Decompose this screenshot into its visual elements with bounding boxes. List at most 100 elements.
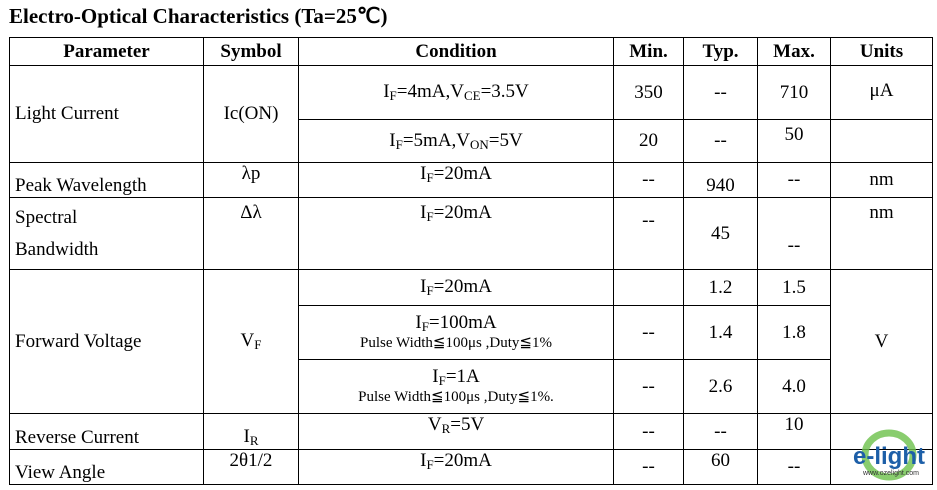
symbol-cell: VF: [203, 269, 299, 414]
param-cell: Forward Voltage: [9, 269, 204, 414]
header-max: Max.: [757, 37, 831, 66]
min-cell: --: [613, 449, 684, 485]
text-segment: =100mA: [428, 312, 497, 334]
subscript-text: F: [426, 283, 434, 299]
condition-main: IF=1A: [299, 366, 613, 389]
max-cell: 710: [757, 65, 831, 120]
condition-cell: VR=5V: [298, 413, 614, 450]
subscript-text: F: [426, 170, 434, 185]
header-typ: Typ.: [683, 37, 758, 66]
table-row: Peak Wavelength λp IF=20mA -- 940 -- nm: [9, 162, 933, 198]
section-title: Electro-Optical Characteristics (Ta=25℃): [9, 4, 388, 28]
units-cell: nm: [830, 162, 933, 198]
symbol-cell: Ic(ON): [203, 65, 299, 163]
min-cell: 350: [613, 65, 684, 120]
param-line: Spectral: [15, 206, 78, 228]
typ-cell: 45: [683, 197, 758, 270]
characteristics-table: Parameter Symbol Condition Min. Typ. Max…: [9, 37, 933, 485]
typ-cell: 60: [683, 449, 758, 485]
text-segment: I: [420, 163, 427, 184]
text-segment: I: [420, 202, 427, 223]
text-segment: =4mA,V: [396, 81, 464, 103]
table-row: Spectral Bandwidth Δλ IF=20mA -- 45 -- nm: [9, 197, 933, 270]
header-condition: Condition: [298, 37, 614, 66]
condition-cell: IF=20mA: [298, 269, 614, 306]
header-row: Parameter Symbol Condition Min. Typ. Max…: [9, 37, 933, 66]
header-symbol: Symbol: [203, 37, 299, 66]
table-row: Light Current Ic(ON) IF=4mA,VCE=3.5V 350…: [9, 65, 933, 163]
text-segment: V: [240, 330, 255, 352]
text-segment: =1A: [445, 366, 480, 388]
max-cell: --: [757, 162, 831, 198]
table-row: View Angle 2θ1/2 IF=20mA -- 60 --: [9, 449, 933, 485]
max-cell: 4.0: [757, 359, 831, 414]
text-segment: =20mA: [433, 276, 492, 298]
param-cell: Light Current: [9, 65, 204, 163]
typ-cell: 1.2: [683, 269, 758, 306]
typ-cell: 2.6: [683, 359, 758, 414]
table-row: Reverse Current IR VR=5V -- -- 10: [9, 413, 933, 450]
param-cell: Peak Wavelength: [9, 162, 204, 198]
condition-note: Pulse Width≦100μs ,Duty≦1%.: [358, 389, 554, 406]
text-segment: I: [383, 81, 390, 103]
min-cell: 20: [613, 119, 684, 163]
logo-text: e-light: [853, 443, 925, 470]
param-cell: Spectral Bandwidth: [9, 197, 204, 270]
typ-cell: --: [683, 65, 758, 120]
table-row: IF=100mA Pulse Width≦100μs ,Duty≦1% -- 1.…: [10, 305, 933, 360]
max-cell: --: [757, 449, 831, 485]
text-segment: =5V: [450, 414, 485, 435]
subscript-text: F: [426, 457, 434, 472]
units-cell: nm: [830, 197, 933, 270]
subscript-text: F: [395, 136, 403, 152]
typ-cell: --: [683, 119, 758, 163]
symbol-cell: 2θ1/2: [203, 449, 299, 485]
min-cell: --: [613, 197, 684, 270]
condition-cell: IF=20mA: [298, 197, 614, 270]
e-light-logo: e-light www.ozelight.com: [853, 429, 925, 481]
min-cell: --: [613, 162, 684, 198]
text-segment: =5mA,V: [402, 129, 471, 151]
symbol-cell: IR: [203, 413, 299, 450]
subscript-text: ON: [470, 136, 489, 152]
min-cell: [613, 269, 684, 306]
text-segment: =20mA: [433, 450, 492, 471]
condition-cell: IF=4mA,VCE=3.5V: [298, 65, 614, 120]
typ-cell: 940: [683, 162, 758, 198]
text-segment: =20mA: [433, 163, 492, 184]
param-line: Bandwidth: [15, 238, 99, 260]
subscript-text: CE: [463, 88, 481, 104]
units-cell: [830, 119, 933, 163]
condition-cell: IF=20mA: [298, 162, 614, 198]
text-segment: =3.5V: [480, 81, 529, 103]
text-segment: I: [415, 312, 422, 334]
header-parameter: Parameter: [9, 37, 204, 66]
text-segment: =20mA: [433, 202, 492, 223]
param-cell: View Angle: [9, 449, 204, 485]
min-cell: --: [613, 305, 684, 360]
condition-cell: IF=20mA: [298, 449, 614, 485]
max-cell: 1.8: [757, 305, 831, 360]
min-cell: --: [613, 413, 684, 450]
text-segment: I: [420, 276, 427, 298]
condition-cell: IF=5mA,VON=5V: [298, 119, 614, 163]
condition-cell: IF=100mA Pulse Width≦100μs ,Duty≦1%: [298, 305, 614, 360]
subscript-text: F: [389, 88, 397, 104]
subscript-text: F: [438, 373, 446, 389]
text-segment: I: [432, 366, 439, 388]
subscript-text: R: [249, 433, 259, 449]
text-segment: I: [243, 426, 250, 448]
text-segment: =5V: [488, 129, 523, 151]
max-cell: 1.5: [757, 269, 831, 306]
units-cell: V: [830, 269, 933, 414]
condition-note: Pulse Width≦100μs ,Duty≦1%: [360, 335, 552, 352]
text-segment: I: [420, 450, 427, 471]
text-segment: V: [427, 414, 442, 435]
logo-url: www.ozelight.com: [862, 470, 919, 477]
typ-cell: 1.4: [683, 305, 758, 360]
param-cell: Reverse Current: [9, 413, 204, 450]
header-units: Units: [830, 37, 933, 66]
max-cell: --: [757, 197, 831, 270]
typ-cell: --: [683, 413, 758, 450]
subscript-text: R: [441, 421, 451, 436]
